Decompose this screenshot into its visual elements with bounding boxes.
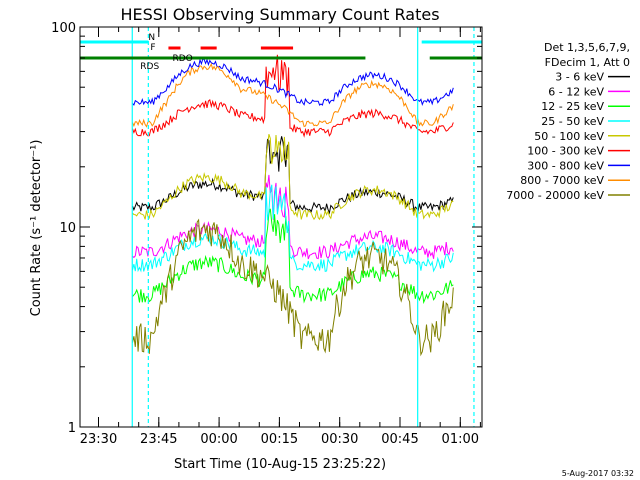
x-tick-label: 00:45	[381, 432, 418, 447]
series-line	[132, 174, 454, 260]
series-line	[132, 63, 454, 128]
y-axis-label: Count Rate (s⁻¹ detector⁻¹)	[29, 140, 44, 317]
x-tick-label: 23:30	[80, 432, 117, 447]
legend-label: 3 - 6 keV	[555, 71, 604, 84]
series-line	[132, 218, 454, 357]
x-tick-label: 00:15	[261, 432, 298, 447]
legend-header: FDecim 1, Att 0	[545, 56, 630, 69]
legend-label: 300 - 800 keV	[527, 159, 604, 172]
legend-label: 7000 - 20000 keV	[506, 189, 604, 202]
legend-label: 6 - 12 keV	[548, 85, 604, 98]
legend: Det 1,3,5,6,7,9, FDecim 1, Att 0 3 - 6 keV…	[506, 41, 630, 202]
plot-frame	[79, 26, 483, 428]
y-tick-label: 1	[68, 421, 76, 436]
flag-label-n: N	[148, 33, 155, 43]
flag-label-f: F	[150, 43, 155, 53]
legend-header: Det 1,3,5,6,7,9,	[544, 41, 630, 54]
chart-title: HESSI Observing Summary Count Rates	[120, 5, 439, 24]
footer-date: 5-Aug-2017 03:32	[562, 469, 634, 478]
y-tick-label: 10	[59, 221, 76, 236]
x-tick-label: 01:00	[442, 432, 479, 447]
x-axis-label: Start Time (10-Aug-15 23:25:22)	[174, 457, 386, 472]
y-tick-label: 100	[51, 21, 76, 36]
flag-label-rdo: RDO	[172, 54, 192, 64]
flag-label-rds: RDS	[140, 62, 159, 72]
axes: 1 10 100 23:30 23:45 00:00 00:15 00:30 00:45 01:0…	[51, 21, 483, 447]
series-line	[132, 54, 454, 138]
legend-label: 100 - 300 keV	[527, 145, 604, 158]
series-line	[132, 184, 454, 273]
legend-label: 800 - 7000 keV	[520, 174, 604, 187]
x-tick-label: 00:30	[321, 432, 358, 447]
x-tick-label: 00:00	[200, 432, 237, 447]
x-tick-label: 23:45	[140, 432, 177, 447]
series-line	[132, 136, 454, 215]
legend-label: 25 - 50 keV	[541, 115, 604, 128]
legend-label: 50 - 100 keV	[534, 130, 604, 143]
series-line	[132, 134, 454, 221]
plot-area: NF RDS RDO	[80, 27, 482, 427]
series-line	[132, 58, 454, 107]
legend-label: 12 - 25 keV	[541, 100, 604, 113]
